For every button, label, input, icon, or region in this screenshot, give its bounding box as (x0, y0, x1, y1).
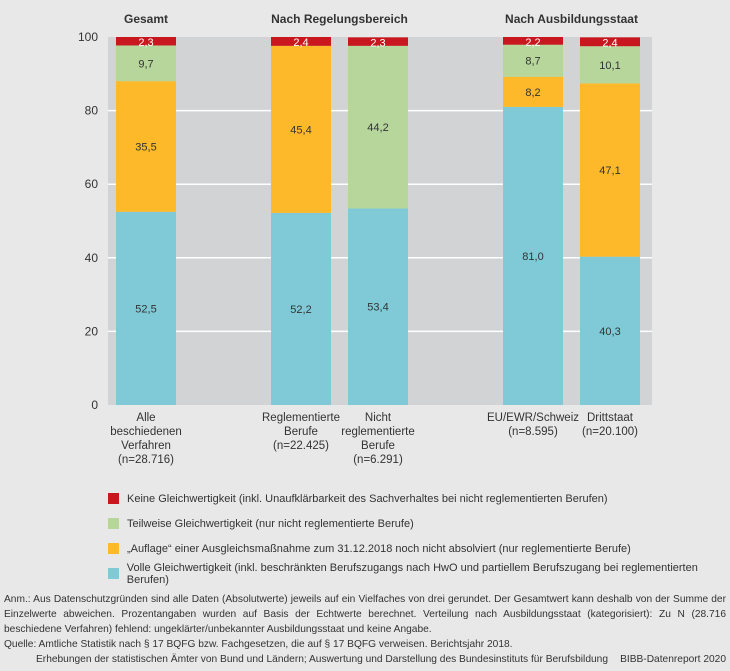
bar-segment-keine (348, 37, 408, 46)
group-title: Gesamt (124, 12, 168, 26)
category-label: reglementierte (341, 426, 415, 438)
category-label: (n=6.291) (353, 454, 403, 466)
y-tick-label: 80 (85, 104, 99, 118)
legend-label: Keine Gleichwertigkeit (inkl. Unaufklärb… (127, 492, 608, 505)
legend-item-teilweise: Teilweise Gleichwertigkeit (nur nicht re… (108, 511, 730, 536)
bar-segment-keine (116, 37, 176, 46)
bar-segment-auflage (580, 83, 640, 257)
bar-segment-volle (271, 212, 331, 405)
legend-item-volle: Volle Gleichwertigkeit (inkl. beschränkt… (108, 561, 730, 586)
legend-swatch (108, 568, 119, 579)
bar-value-label: 52,2 (290, 304, 311, 316)
bar-segment-volle (503, 106, 563, 406)
legend-swatch (108, 518, 119, 529)
y-tick-label: 60 (85, 177, 99, 191)
bar-value-label: 2,4 (293, 37, 308, 49)
bar-value-label: 10,1 (599, 60, 620, 72)
category-label: Nicht (365, 412, 392, 424)
category-label: Verfahren (121, 440, 171, 452)
y-tick-label: 40 (85, 251, 99, 265)
group-titles: Gesamt Nach Regelungsbereich Nach Ausbildu… (124, 12, 638, 26)
category-labels: Alle beschiedenen Verfahren (n=28.716) Regle… (110, 412, 638, 466)
bar-segment-keine (580, 37, 640, 47)
category-label: (n=22.425) (273, 440, 329, 452)
category-label: (n=20.100) (582, 426, 638, 438)
bar-segment-teilweise (116, 45, 176, 82)
category-label: (n=28.716) (118, 454, 174, 466)
y-tick-label: 20 (85, 324, 99, 338)
bar-value-label: 40,3 (599, 326, 620, 338)
bar-value-label: 8,7 (525, 56, 540, 68)
bar-value-label: 53,4 (367, 302, 388, 314)
category-label: Alle (136, 412, 155, 424)
bar-value-label: 2,2 (525, 37, 540, 49)
source-line-2: Erhebungen der statistischen Ämter von B… (36, 654, 608, 665)
bar-value-label: 47,1 (599, 165, 620, 177)
bar-labels: 52,5 35,5 9,7 2,3 52,2 45,4 2,4 53,4 44,2 2,3 81,0… (135, 37, 620, 338)
bar-value-label: 44,2 (367, 122, 388, 134)
bar-segment-auflage (116, 81, 176, 212)
bar-value-label: 35,5 (135, 141, 156, 153)
category-label: beschiedenen (110, 426, 182, 438)
group-title: Nach Ausbildungsstaat (505, 12, 638, 26)
bar-value-label: 2,4 (602, 37, 617, 49)
category-label: (n=8.595) (508, 426, 558, 438)
category-label: Berufe (284, 426, 318, 438)
y-tick-label: 100 (78, 30, 98, 44)
bar-value-label: 9,7 (138, 58, 153, 70)
legend-swatch (108, 493, 119, 504)
bar-value-label: 8,2 (525, 87, 540, 99)
bar-value-label: 2,3 (138, 37, 153, 49)
bar-segment-auflage (503, 76, 563, 107)
bar-value-label: 52,5 (135, 303, 156, 315)
category-label: Berufe (361, 440, 395, 452)
annotation-note: Anm.: Aus Datenschutzgründen sind alle D… (4, 594, 726, 635)
bar-segment-volle (580, 256, 640, 405)
y-axis-ticks: 0 20 40 60 80 100 (78, 30, 98, 412)
credit: BIBB-Datenreport 2020 (620, 654, 726, 665)
bar-value-label: 81,0 (522, 251, 543, 263)
stacked-bar-chart: 0 20 40 60 80 100 52,5 35,5 9,7 2,3 52,2 45,4 2,4 53… (78, 12, 652, 466)
legend-label: „Auflage“ einer Ausgleichsmaßnahme zum 3… (127, 542, 631, 555)
category-label: Drittstaat (587, 412, 634, 424)
legend-item-keine: Keine Gleichwertigkeit (inkl. Unaufklärb… (108, 486, 730, 511)
source-line-1: Quelle: Amtliche Statistik nach § 17 BQF… (4, 639, 513, 650)
bar-value-label: 2,3 (370, 37, 385, 49)
bar-segment-teilweise (348, 45, 408, 209)
notes: Anm.: Aus Datenschutzgründen sind alle D… (4, 592, 726, 667)
bar-segment-keine (271, 37, 331, 46)
category-label: EU/EWR/Schweiz (487, 412, 579, 424)
bar-value-label: 45,4 (290, 124, 311, 136)
bar-segment-teilweise (503, 44, 563, 77)
bar-segment-teilweise (580, 46, 640, 84)
legend-swatch (108, 543, 119, 554)
legend-label: Teilweise Gleichwertigkeit (nur nicht re… (127, 517, 414, 530)
bar-segment-auflage (271, 45, 331, 213)
group-title: Nach Regelungsbereich (271, 12, 408, 26)
bars (116, 37, 640, 406)
legend-item-auflage: „Auflage“ einer Ausgleichsmaßnahme zum 3… (108, 536, 730, 561)
legend: Keine Gleichwertigkeit (inkl. Unaufklärb… (108, 486, 730, 586)
y-tick-label: 0 (91, 398, 98, 412)
legend-label: Volle Gleichwertigkeit (inkl. beschränkt… (126, 561, 698, 586)
bar-segment-volle (116, 211, 176, 405)
category-label: Reglementierte (262, 412, 340, 424)
bar-segment-volle (348, 208, 408, 405)
bar-segment-keine (503, 37, 563, 45)
